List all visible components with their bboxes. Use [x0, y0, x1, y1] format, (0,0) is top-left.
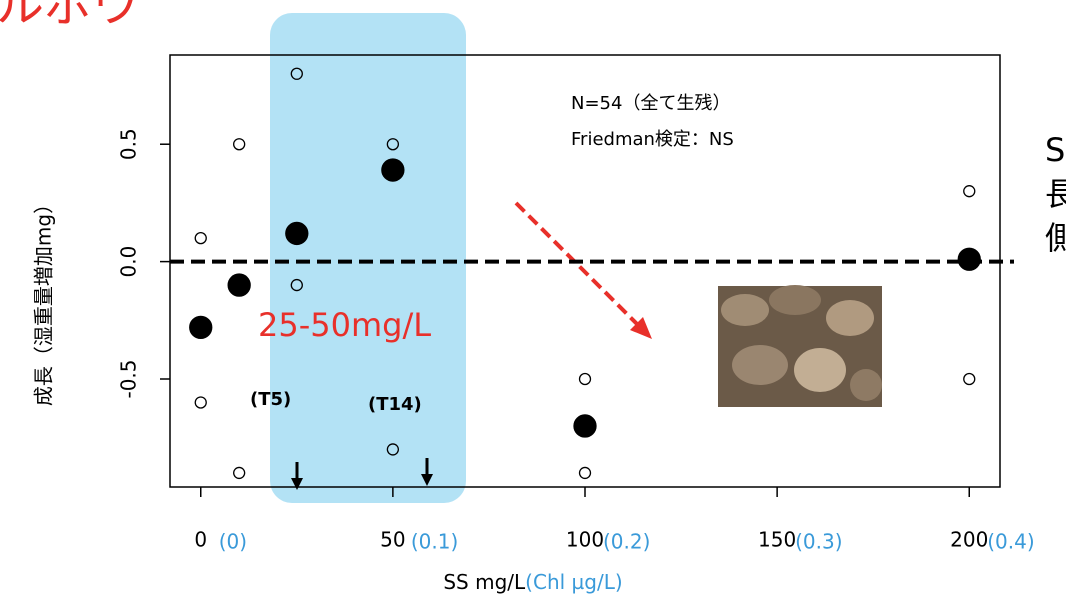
data-point: [580, 467, 591, 478]
data-point: [234, 467, 245, 478]
mean-point: [958, 248, 980, 270]
mean-point: [228, 274, 250, 296]
data-point: [964, 186, 975, 197]
mean-point: [286, 222, 308, 244]
x-tick-label: 150: [758, 528, 796, 552]
data-point: [964, 374, 975, 385]
mean-point: [190, 316, 212, 338]
data-point: [195, 397, 206, 408]
annotation: (T5): [250, 389, 291, 410]
highlight-band: [270, 13, 466, 503]
annotation: (T14): [368, 394, 422, 415]
x-tick-extra-label: (0.3): [795, 530, 842, 554]
x-tick-extra-label: (0.1): [411, 530, 458, 554]
x-tick-extra-label: (0.4): [987, 530, 1034, 554]
slide: ルボウ 成長（湿重量増加mg） SS mg/L(Chl µg/L) N=54（全…: [0, 0, 1066, 596]
side-text: 側: [1045, 219, 1066, 257]
mean-point: [574, 415, 596, 437]
side-text: 長: [1045, 175, 1066, 213]
x-axis-label: SS mg/L(Chl µg/L): [443, 570, 622, 594]
slide-title: ルボウ: [0, 0, 140, 33]
x-axis-label-main: SS mg/L: [443, 570, 526, 594]
red-arrow: [516, 203, 652, 339]
x-tick-extra-label: (0.2): [603, 530, 650, 554]
data-point: [234, 139, 245, 150]
x-tick-label: 100: [566, 528, 604, 552]
data-point: [195, 233, 206, 244]
annotation: 25-50mg/L: [258, 306, 431, 344]
x-tick-label: 0: [194, 528, 207, 552]
mean-point: [382, 159, 404, 181]
clam-photo: [718, 285, 882, 407]
annotation: N=54（全て生残）: [571, 93, 730, 114]
page: ルボウ 成長（湿重量増加mg） SS mg/L(Chl µg/L) N=54（全…: [0, 0, 1066, 596]
y-tick-label: 0.5: [117, 128, 141, 160]
x-tick-label: 50: [380, 528, 405, 552]
data-point: [580, 374, 591, 385]
x-axis-label-extra: (Chl µg/L): [525, 570, 622, 594]
x-tick-extra-label: (0): [219, 530, 247, 554]
side-text: S: [1045, 131, 1065, 169]
annotation: Friedman検定：NS: [571, 129, 734, 150]
x-tick-label: 200: [950, 528, 988, 552]
y-tick-label: 0.0: [117, 246, 141, 278]
y-tick-label: -0.5: [117, 359, 141, 398]
y-axis-label: 成長（湿重量増加mg）: [32, 194, 56, 406]
